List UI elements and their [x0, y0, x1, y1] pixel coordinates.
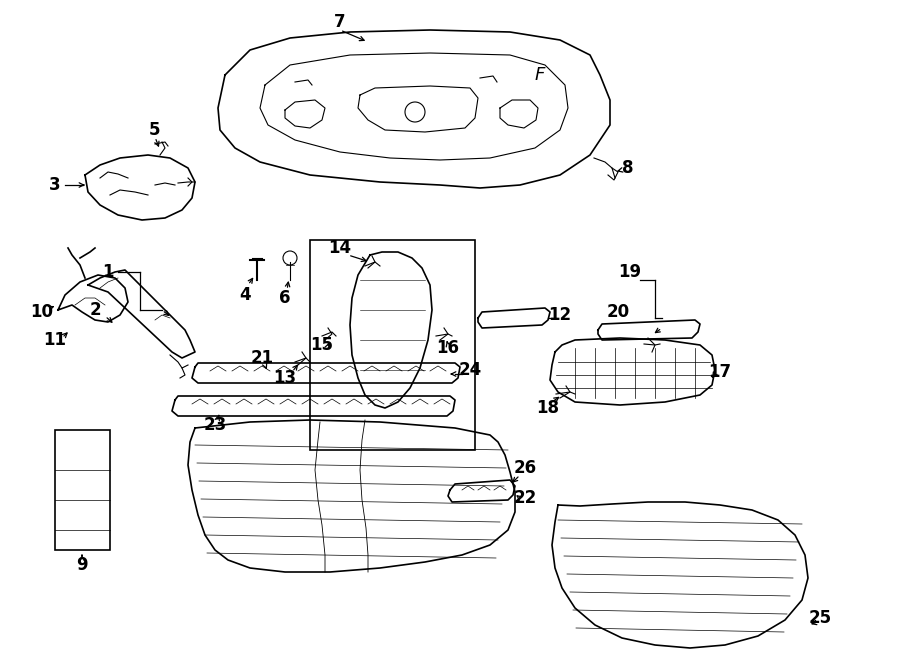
Text: 11: 11: [43, 331, 67, 349]
Text: 26: 26: [513, 459, 536, 477]
Text: 10: 10: [31, 303, 53, 321]
Text: 22: 22: [513, 489, 536, 507]
Text: 19: 19: [618, 263, 642, 281]
Text: 23: 23: [203, 416, 227, 434]
Text: 9: 9: [76, 556, 88, 574]
Text: 7: 7: [334, 13, 346, 31]
Text: 24: 24: [458, 361, 482, 379]
Text: 16: 16: [436, 339, 460, 357]
Text: 17: 17: [708, 363, 732, 381]
Text: 6: 6: [279, 289, 291, 307]
Text: 13: 13: [274, 369, 297, 387]
Text: 12: 12: [548, 306, 572, 324]
Text: 4: 4: [239, 286, 251, 304]
Text: $\mathit{F}$: $\mathit{F}$: [534, 66, 546, 84]
Text: 8: 8: [622, 159, 634, 177]
Text: 1: 1: [103, 263, 113, 281]
Bar: [310, 240, 475, 450]
Text: 14: 14: [328, 239, 352, 257]
Text: 21: 21: [250, 349, 274, 367]
Text: 15: 15: [310, 336, 334, 354]
Text: 2: 2: [89, 301, 101, 319]
Bar: [55, 430, 110, 550]
Text: 20: 20: [607, 303, 630, 321]
Text: 18: 18: [536, 399, 560, 417]
Text: 25: 25: [808, 609, 832, 627]
Text: 3: 3: [50, 176, 61, 194]
Text: 5: 5: [149, 121, 161, 139]
